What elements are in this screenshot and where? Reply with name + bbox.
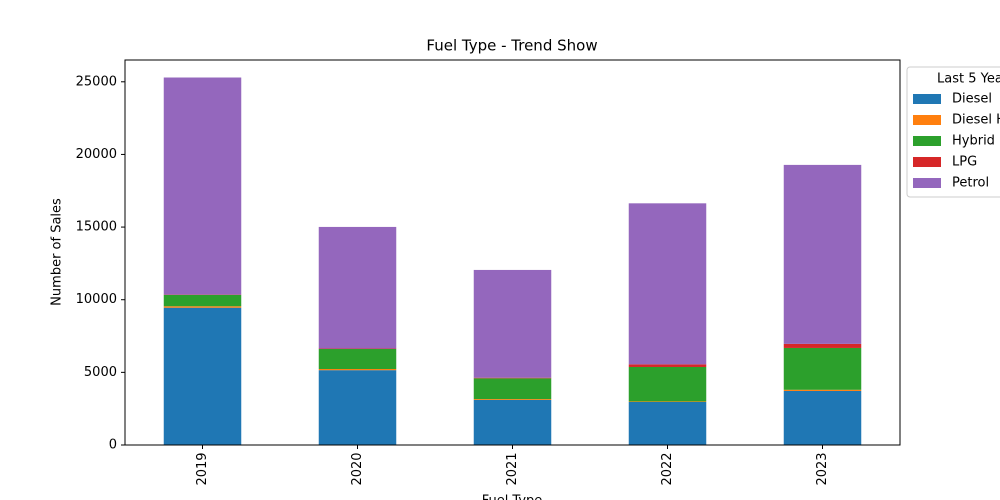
bar-segment (783, 390, 862, 445)
legend-label: LPG (952, 155, 977, 170)
bar-segment (473, 377, 552, 379)
legend-label: Petrol (952, 176, 989, 191)
bar-segment (318, 348, 397, 370)
y-axis-label: Number of Sales (50, 198, 65, 306)
legend-title: Last 5 Years (937, 72, 1000, 87)
legend-label: Diesel (952, 92, 992, 107)
bar-segment (163, 306, 242, 308)
legend-label: Hybrid (952, 134, 995, 149)
bar-segment (628, 364, 707, 367)
legend-swatch (913, 115, 941, 125)
bar-segment (163, 294, 242, 307)
bar-segment (318, 370, 397, 445)
bar-segment (628, 401, 707, 445)
bar-segment (163, 307, 242, 445)
y-tick-label: 5000 (84, 365, 117, 380)
bar-segment (628, 401, 707, 402)
bar-segment (783, 347, 862, 390)
bar-segment (473, 378, 552, 400)
bar-segment (473, 399, 552, 400)
bar-segment (783, 164, 862, 344)
x-tick-label: 2023 (815, 452, 830, 485)
chart-title: Fuel Type - Trend Show (426, 37, 597, 55)
bar-segment (628, 203, 707, 365)
bar-segment (783, 389, 862, 391)
x-tick-label: 2021 (505, 452, 520, 485)
legend-swatch (913, 136, 941, 146)
y-tick-label: 15000 (76, 220, 117, 235)
bar-segment (473, 269, 552, 378)
bar-segment (163, 77, 242, 295)
bar-segment (783, 343, 862, 348)
y-tick-label: 20000 (76, 147, 117, 162)
legend-swatch (913, 157, 941, 167)
legend-label: Diesel Hybrid (952, 113, 1000, 128)
bar-segment (473, 399, 552, 445)
legend-swatch (913, 94, 941, 104)
plot-frame (124, 59, 901, 446)
legend-swatch (913, 178, 941, 188)
y-tick-label: 25000 (76, 74, 117, 89)
bar-segment (628, 366, 707, 402)
x-tick-label: 2020 (350, 452, 365, 485)
x-tick-label: 2019 (195, 452, 210, 485)
bar-segment (318, 369, 397, 371)
y-tick-label: 0 (109, 438, 117, 453)
x-tick-label: 2022 (660, 452, 675, 485)
y-tick-label: 10000 (76, 292, 117, 307)
bar-segment (318, 226, 397, 349)
x-axis-label: Fuel Type (482, 494, 543, 500)
